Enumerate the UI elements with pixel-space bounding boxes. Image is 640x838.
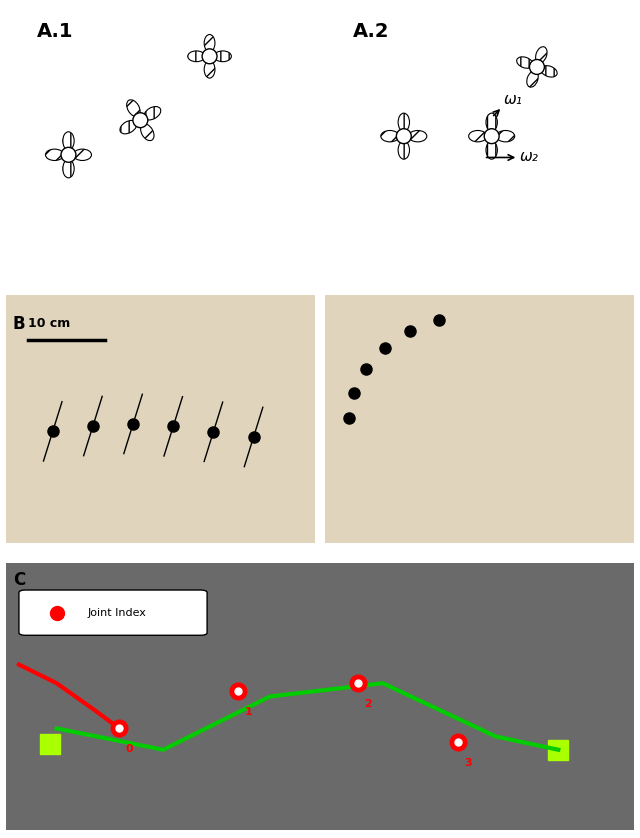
Ellipse shape bbox=[188, 51, 205, 62]
Text: A.1: A.1 bbox=[36, 22, 73, 41]
Ellipse shape bbox=[468, 131, 487, 142]
Circle shape bbox=[202, 49, 217, 64]
Circle shape bbox=[61, 147, 76, 163]
Text: Joint Index: Joint Index bbox=[88, 608, 147, 618]
Text: 1: 1 bbox=[244, 707, 253, 717]
Circle shape bbox=[133, 113, 148, 127]
Ellipse shape bbox=[63, 132, 74, 150]
Ellipse shape bbox=[527, 71, 538, 87]
Ellipse shape bbox=[204, 34, 215, 52]
Circle shape bbox=[484, 129, 499, 143]
Ellipse shape bbox=[63, 159, 74, 178]
Text: ω₁: ω₁ bbox=[504, 92, 522, 107]
Text: 2: 2 bbox=[364, 699, 372, 709]
Ellipse shape bbox=[398, 113, 410, 132]
Ellipse shape bbox=[398, 141, 410, 159]
FancyBboxPatch shape bbox=[0, 484, 640, 838]
Text: A.2: A.2 bbox=[353, 22, 390, 41]
Ellipse shape bbox=[497, 131, 515, 142]
Circle shape bbox=[396, 129, 412, 143]
Ellipse shape bbox=[141, 124, 154, 141]
Ellipse shape bbox=[486, 113, 497, 132]
Ellipse shape bbox=[73, 149, 92, 161]
Ellipse shape bbox=[127, 100, 140, 116]
Ellipse shape bbox=[486, 141, 497, 159]
Ellipse shape bbox=[516, 57, 533, 68]
Text: B: B bbox=[13, 315, 25, 334]
Ellipse shape bbox=[381, 131, 399, 142]
FancyBboxPatch shape bbox=[232, 221, 640, 617]
Ellipse shape bbox=[120, 121, 137, 134]
Ellipse shape bbox=[541, 65, 557, 77]
Text: 10 cm: 10 cm bbox=[28, 317, 70, 330]
Ellipse shape bbox=[408, 131, 427, 142]
Circle shape bbox=[529, 59, 545, 75]
Text: ω₂: ω₂ bbox=[520, 149, 538, 164]
Ellipse shape bbox=[536, 47, 547, 63]
Ellipse shape bbox=[144, 106, 161, 120]
Ellipse shape bbox=[45, 149, 63, 161]
FancyBboxPatch shape bbox=[19, 590, 207, 635]
Ellipse shape bbox=[214, 51, 232, 62]
Text: 3: 3 bbox=[464, 758, 472, 768]
FancyBboxPatch shape bbox=[0, 221, 408, 617]
Text: 0: 0 bbox=[125, 744, 133, 754]
Ellipse shape bbox=[204, 61, 215, 78]
Text: C: C bbox=[13, 572, 25, 589]
